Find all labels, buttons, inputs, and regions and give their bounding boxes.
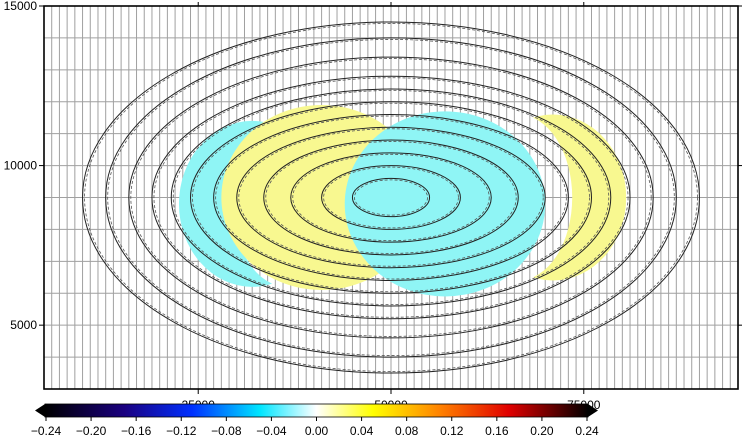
colorbar-tick-label: 0.24: [575, 424, 599, 438]
colorbar-low-arrow: [35, 404, 45, 417]
contour-line-dashed: [84, 23, 698, 372]
contour-line: [105, 37, 677, 358]
colorbar-tick-label: 0.08: [395, 424, 419, 438]
contour-line: [128, 56, 654, 339]
contour-line: [170, 88, 612, 307]
contour-line-dashed: [215, 115, 567, 280]
colorbar: −0.24 −0.20 −0.16 −0.12 −0.08 −0.04 0.00 0.04 0.…: [31, 403, 599, 438]
contour-line-dashed: [153, 77, 629, 318]
contour-line: [151, 75, 631, 320]
contour-line-dashed: [172, 90, 610, 305]
contour-line: [213, 114, 569, 281]
contour-line: [290, 152, 492, 243]
colorbar-tick-label: 0.20: [530, 424, 554, 438]
positive-anomaly-region: [479, 114, 627, 281]
contour-line-dashed: [192, 102, 590, 293]
colorbar-tick-label: 0.12: [440, 424, 464, 438]
colorbar-high-arrow: [588, 404, 598, 417]
colorbar-tick-label: −0.20: [76, 424, 107, 438]
contour-line-dashed: [354, 179, 428, 216]
contour-line-dashed: [107, 39, 675, 356]
colorbar-tick-label: 0.00: [305, 424, 329, 438]
contour-line-dashed: [130, 58, 652, 337]
y-tick-label: 15000: [4, 0, 38, 13]
contour-line-dashed: [292, 153, 490, 242]
contour-line: [236, 126, 546, 269]
contour-line: [321, 165, 461, 230]
colorbar-tick-label: −0.12: [166, 424, 197, 438]
colorbar-tick-label: 0.04: [350, 424, 374, 438]
colorbar-tick-label: −0.04: [256, 424, 287, 438]
colorbar-tick-label: −0.16: [121, 424, 152, 438]
contour-line-dashed: [238, 128, 544, 267]
y-tick-label: 5000: [10, 318, 37, 332]
colorbar-tick-label: 0.16: [485, 424, 509, 438]
colorbar-tick-label: −0.08: [211, 424, 242, 438]
contour-lines: [82, 21, 700, 374]
contour-line: [351, 177, 431, 218]
y-tick-label: 10000: [4, 159, 38, 173]
colorbar-tick-label: −0.24: [31, 424, 62, 438]
contour-line-dashed: [323, 166, 459, 229]
contour-line: [263, 139, 519, 256]
contour-line: [190, 101, 592, 294]
colorbar-bar: [44, 403, 589, 418]
contour-line: [82, 21, 700, 374]
contour-line-dashed: [265, 141, 517, 254]
